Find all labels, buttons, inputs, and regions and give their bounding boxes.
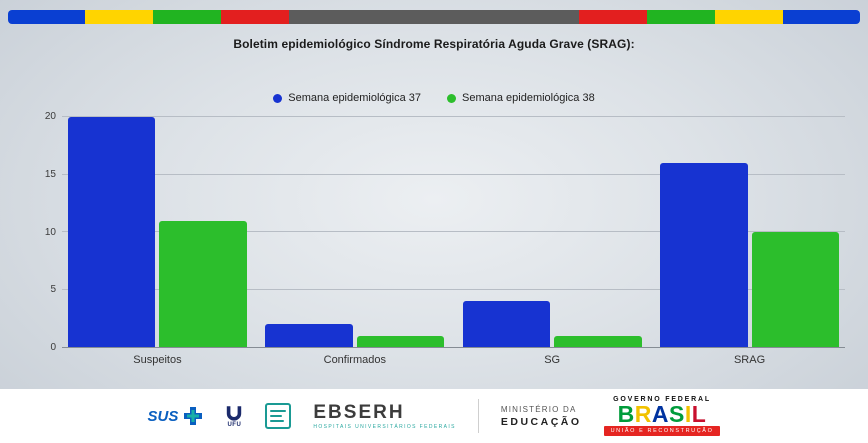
legend-label: Semana epidemiológica 37	[288, 92, 421, 104]
brasil-logo-text: BRASIL	[617, 400, 707, 427]
ufu-u-icon	[227, 405, 242, 421]
ebserh-logo: EBSERH HOSPITAIS UNIVERSITÁRIOS FEDERAIS	[313, 403, 456, 430]
governo-federal-text: GOVERNO FEDERAL	[613, 395, 711, 403]
x-axis-label-suspeitos: Suspeitos	[133, 354, 182, 366]
ministerio-line2: EDUCAÇÃO	[500, 415, 582, 428]
uniao-reconstrucao-text: UNIÃO E RECONSTRUÇÃO	[603, 426, 721, 437]
bar-group-srag	[660, 117, 839, 347]
ufu-logo: UFU	[225, 405, 243, 428]
brasil-letter: B	[617, 400, 635, 427]
y-tick-label: 15	[44, 168, 56, 180]
y-tick-label: 5	[50, 284, 56, 296]
stripe-segment-yellow	[84, 10, 153, 24]
gridline	[62, 173, 845, 175]
gridline	[62, 288, 845, 290]
stripe-segment-red	[578, 10, 647, 24]
ebserh-logo-text: EBSERH	[313, 401, 405, 423]
bar-srag-semana-epidemiológica-38	[751, 232, 839, 347]
ministerio-educacao-logo: MINISTÉRIO DA EDUCAÇÃO	[501, 405, 582, 428]
stripe-segment-blue	[8, 10, 85, 24]
bar-srag-semana-epidemiológica-37	[660, 163, 748, 347]
stripe-segment-green	[647, 10, 716, 24]
brasil-letter: A	[651, 400, 670, 427]
brasil-letter: I	[684, 400, 692, 427]
x-axis-label-srag: SRAG	[733, 354, 766, 366]
bar-confirmados-semana-epidemiológica-37	[265, 324, 353, 347]
chart-title: Boletim epidemiológico Síndrome Respirat…	[233, 37, 635, 51]
governo-federal-logo: GOVERNO FEDERAL BRASIL UNIÃO E RECONSTRU…	[603, 395, 721, 437]
ebserh-tagline: HOSPITAIS UNIVERSITÁRIOS FEDERAIS	[313, 423, 456, 430]
legend-dot-icon	[273, 93, 283, 103]
y-tick-label: 20	[44, 111, 56, 122]
ufu-logo-text: UFU	[227, 421, 242, 428]
bar-suspeitos-semana-epidemiológica-37	[68, 117, 156, 347]
plot-area	[62, 116, 845, 348]
x-axis-labels: Suspeitos Confirmados SG SRAG	[62, 354, 845, 366]
bar-sg-semana-epidemiológica-37	[462, 301, 551, 347]
bar-suspeitos-semana-epidemiológica-38	[159, 220, 247, 347]
stripe-segment-yellow	[715, 10, 784, 24]
sus-logo: SUS	[148, 406, 204, 426]
legend-item-1: Semana epidemiológica 38	[447, 92, 595, 104]
legend-dot-icon	[447, 93, 456, 103]
legend-item-0: Semana epidemiológica 37	[273, 92, 421, 104]
legend-label: Semana epidemiológica 38	[462, 92, 595, 104]
footer-logos: SUS UFU EBSERH HOSPITAIS UNIVERSITÁRIOS …	[0, 389, 868, 443]
gridline	[62, 231, 845, 232]
hcu-ufu-badge-icon	[265, 403, 292, 429]
decorative-color-stripe	[8, 10, 860, 24]
stripe-segment-gray	[289, 10, 579, 24]
sus-cross-icon	[184, 407, 203, 425]
bar-sg-semana-epidemiológica-38	[554, 335, 642, 347]
y-tick-label: 10	[44, 226, 56, 238]
bar-chart: 0 5 10 15 20 Suspeitos Confirmados SG SRAG	[45, 111, 845, 366]
bar-confirmados-semana-epidemiológica-38	[356, 335, 445, 347]
gridline	[62, 116, 845, 117]
chart-legend: Semana epidemiológica 37 Semana epidemiol…	[0, 92, 868, 104]
brasil-letter: S	[669, 400, 685, 427]
bar-group-sg	[462, 117, 642, 347]
x-axis-label-sg: SG	[544, 354, 561, 366]
y-tick-label: 0	[50, 342, 56, 353]
stripe-segment-red	[221, 10, 290, 24]
bar-group-confirmados	[265, 117, 445, 347]
footer-divider	[477, 399, 479, 433]
ministerio-line1: MINISTÉRIO DA	[500, 404, 577, 414]
brasil-letter: L	[691, 400, 707, 427]
x-axis-label-confirmados: Confirmados	[323, 354, 386, 366]
bars-container	[62, 117, 845, 347]
sus-logo-text: SUS	[147, 407, 179, 425]
bar-group-suspeitos	[68, 117, 247, 347]
brasil-letter: R	[634, 400, 652, 427]
stripe-segment-green	[152, 10, 221, 24]
stripe-segment-blue	[783, 10, 860, 24]
